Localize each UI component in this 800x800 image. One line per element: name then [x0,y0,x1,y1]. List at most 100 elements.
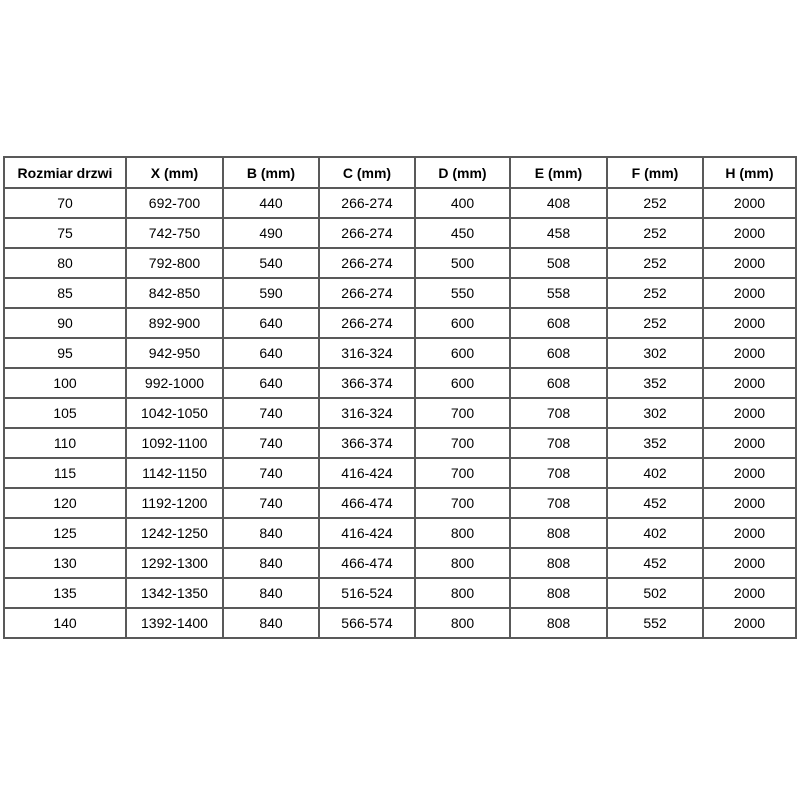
column-header: E (mm) [509,156,608,189]
table-cell: 608 [509,367,608,399]
table-cell: 600 [414,307,511,339]
table-row: 80 792-800 540 266-274 500 508 252 2000 [3,247,797,279]
table-row: 115 1142-1150 740 416-424 700 708 402 2000 [3,457,797,489]
table-cell: 452 [606,487,704,519]
table-cell: 708 [509,427,608,459]
column-header: X (mm) [125,156,224,189]
table-cell: 408 [509,187,608,219]
table-cell: 792-800 [125,247,224,279]
table-cell: 2000 [702,277,797,309]
table-cell: 2000 [702,187,797,219]
table-cell: 708 [509,487,608,519]
table-cell: 740 [222,427,320,459]
table-cell: 90 [3,307,127,339]
table-cell: 892-900 [125,307,224,339]
table-cell: 2000 [702,307,797,339]
table-cell: 252 [606,187,704,219]
table-cell: 600 [414,367,511,399]
table-cell: 600 [414,337,511,369]
table-row: 70 692-700 440 266-274 400 408 252 2000 [3,187,797,219]
table-cell: 2000 [702,337,797,369]
table-cell: 700 [414,487,511,519]
table-cell: 2000 [702,427,797,459]
table-cell: 302 [606,337,704,369]
table-cell: 640 [222,307,320,339]
table-cell: 100 [3,367,127,399]
table-cell: 352 [606,427,704,459]
table-cell: 740 [222,397,320,429]
table-cell: 266-274 [318,187,416,219]
table-cell: 402 [606,457,704,489]
table-cell: 466-474 [318,547,416,579]
table-row: 100 992-1000 640 366-374 600 608 352 2000 [3,367,797,399]
table-cell: 992-1000 [125,367,224,399]
table-cell: 2000 [702,607,797,639]
door-size-table: Rozmiar drzwi X (mm) B (mm) C (mm) D (mm) E (… [3,156,797,639]
table-cell: 140 [3,607,127,639]
column-header: B (mm) [222,156,320,189]
table-cell: 400 [414,187,511,219]
column-header: D (mm) [414,156,511,189]
table-cell: 540 [222,247,320,279]
table-cell: 2000 [702,247,797,279]
table-cell: 452 [606,547,704,579]
table-cell: 942-950 [125,337,224,369]
table-cell: 125 [3,517,127,549]
table-cell: 252 [606,277,704,309]
table-cell: 840 [222,577,320,609]
table-cell: 1292-1300 [125,547,224,579]
table-cell: 266-274 [318,307,416,339]
table-row: 125 1242-1250 840 416-424 800 808 402 2000 [3,517,797,549]
table-row: 90 892-900 640 266-274 600 608 252 2000 [3,307,797,339]
table-cell: 302 [606,397,704,429]
table-cell: 80 [3,247,127,279]
column-header: Rozmiar drzwi [3,156,127,189]
table-cell: 800 [414,577,511,609]
table-row: 95 942-950 640 316-324 600 608 302 2000 [3,337,797,369]
table-cell: 500 [414,247,511,279]
table-cell: 2000 [702,547,797,579]
table-cell: 700 [414,397,511,429]
table-cell: 266-274 [318,217,416,249]
table-cell: 800 [414,517,511,549]
table-cell: 416-424 [318,517,416,549]
table-cell: 700 [414,427,511,459]
table-cell: 808 [509,547,608,579]
table-cell: 740 [222,487,320,519]
table-cell: 2000 [702,517,797,549]
table-cell: 516-524 [318,577,416,609]
table-row: 110 1092-1100 740 366-374 700 708 352 2000 [3,427,797,459]
table-cell: 70 [3,187,127,219]
table-cell: 742-750 [125,217,224,249]
table-row: 135 1342-1350 840 516-524 800 808 502 2000 [3,577,797,609]
table-cell: 708 [509,397,608,429]
table-cell: 800 [414,547,511,579]
table-cell: 266-274 [318,277,416,309]
table-cell: 502 [606,577,704,609]
table-cell: 840 [222,607,320,639]
table-cell: 708 [509,457,608,489]
table-row: 75 742-750 490 266-274 450 458 252 2000 [3,217,797,249]
table-cell: 1192-1200 [125,487,224,519]
table-cell: 842-850 [125,277,224,309]
table-cell: 1042-1050 [125,397,224,429]
table-cell: 366-374 [318,367,416,399]
table-header-row: Rozmiar drzwi X (mm) B (mm) C (mm) D (mm) E (… [3,156,797,189]
table-row: 105 1042-1050 740 316-324 700 708 302 2000 [3,397,797,429]
table-cell: 440 [222,187,320,219]
table-cell: 808 [509,577,608,609]
table-row: 140 1392-1400 840 566-574 800 808 552 2000 [3,607,797,639]
table-cell: 808 [509,607,608,639]
table-cell: 85 [3,277,127,309]
table-row: 85 842-850 590 266-274 550 558 252 2000 [3,277,797,309]
table-cell: 75 [3,217,127,249]
table-cell: 1142-1150 [125,457,224,489]
table-cell: 2000 [702,397,797,429]
column-header: H (mm) [702,156,797,189]
table-cell: 120 [3,487,127,519]
table-cell: 558 [509,277,608,309]
table-cell: 130 [3,547,127,579]
table-cell: 466-474 [318,487,416,519]
table-cell: 402 [606,517,704,549]
